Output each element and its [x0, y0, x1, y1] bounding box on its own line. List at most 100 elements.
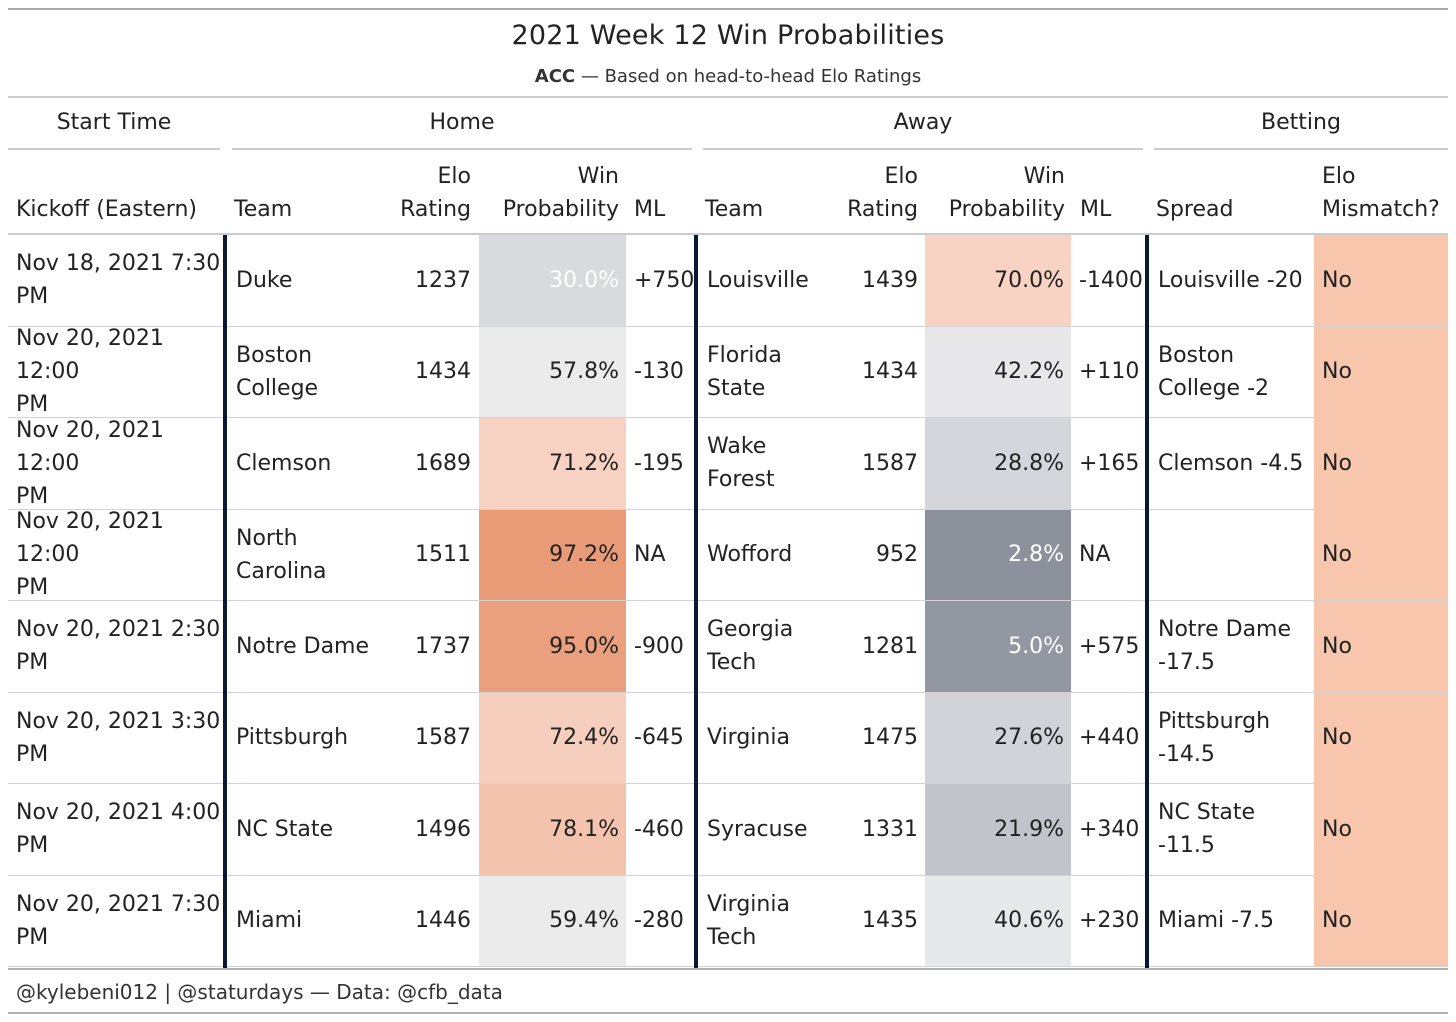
- cell-away-ml: NA: [1079, 510, 1149, 601]
- divider-bar-away: [694, 235, 698, 968]
- cell-away-elo: 1439: [836, 235, 918, 326]
- cell-away-ml-text: +230: [1079, 908, 1140, 934]
- cell-home-team-line: Boston: [236, 342, 313, 368]
- cell-home-team-text: Miami: [236, 904, 302, 937]
- cell-spread-line: Miami -7.5: [1158, 908, 1275, 934]
- col-home-team: Team: [234, 197, 293, 222]
- cell-home-ml: -645: [634, 693, 694, 784]
- cell-spread-line: -14.5: [1158, 741, 1215, 767]
- cell-home-ml: +750: [634, 235, 694, 326]
- cell-home-wp-text: 95.0%: [549, 633, 619, 659]
- table-row: Nov 20, 2021 7:30 PM Miami 1446 59.4% -280 Vir…: [8, 875, 1448, 967]
- cell-kickoff-text: Nov 20, 2021 12:00 PM: [16, 322, 221, 421]
- cell-home-elo-text: 1434: [415, 359, 471, 385]
- cell-home-team-text: Duke: [236, 264, 292, 297]
- cell-home-ml: NA: [634, 510, 694, 601]
- header-rule: [8, 233, 1448, 235]
- cell-away-team-text: Syracuse: [707, 813, 808, 846]
- cell-kickoff-text: Nov 20, 2021 2:30 PM: [16, 613, 220, 679]
- cell-home-wp: 95.0%: [479, 601, 626, 692]
- cell-kickoff-line: PM: [16, 284, 49, 310]
- cell-home-team-line: Duke: [236, 267, 293, 293]
- cell-spread-text: NC State -11.5: [1158, 796, 1255, 862]
- cell-mismatch: No: [1314, 509, 1448, 600]
- table-row: Nov 20, 2021 12:00 PM Clemson 1689 71.2% -195…: [8, 418, 1448, 510]
- cell-home-elo-text: 1689: [415, 450, 471, 476]
- cell-home-team-text: North Carolina: [236, 522, 327, 588]
- cell-home-ml-text: NA: [634, 542, 666, 568]
- cell-away-team-line: Tech: [707, 924, 757, 950]
- cell-away-elo-text: 1331: [862, 816, 918, 842]
- cell-away-wp: 2.8%: [925, 509, 1071, 600]
- cell-home-team: NC State: [236, 784, 376, 875]
- cell-away-team-line: Wake: [707, 434, 767, 460]
- cell-away-team-text: Louisville: [707, 264, 809, 297]
- table-row: Nov 20, 2021 12:00 PM North Carolina 1511 97.…: [8, 509, 1448, 601]
- table-row: Nov 18, 2021 7:30 PM Duke 1237 30.0% +750 Loui…: [8, 235, 1448, 327]
- cell-home-team-text: Clemson: [236, 447, 331, 480]
- col-mismatch: Elo Mismatch?: [1322, 160, 1440, 226]
- cell-kickoff-line: Nov 20, 2021 12:00: [16, 326, 164, 385]
- spanner-start-time: Start Time: [56, 110, 172, 135]
- cell-away-elo-text: 1435: [862, 908, 918, 934]
- cell-mismatch: No: [1314, 326, 1448, 417]
- cell-home-ml-text: +750: [634, 267, 695, 293]
- cell-mismatch: No: [1314, 784, 1448, 875]
- cell-away-team-text: Georgia Tech: [707, 613, 793, 679]
- col-home-elo: Elo Rating: [380, 160, 471, 226]
- col-away-wp-line2: Probability: [948, 197, 1065, 222]
- cell-home-team-text: Boston College: [236, 339, 318, 405]
- cell-kickoff-line: PM: [16, 575, 49, 601]
- cell-away-team-line: Virginia: [707, 891, 790, 917]
- cell-home-team-text: Notre Dame: [236, 630, 369, 663]
- cell-home-wp-text: 30.0%: [549, 267, 619, 293]
- cell-kickoff-text: Nov 18, 2021 7:30 PM: [16, 247, 220, 313]
- cell-home-elo: 1689: [388, 418, 471, 509]
- cell-mismatch-text: No: [1322, 908, 1352, 934]
- cell-away-elo: 1435: [836, 876, 918, 967]
- col-kickoff: Kickoff (Eastern): [16, 197, 197, 222]
- table-row: Nov 20, 2021 2:30 PM Notre Dame 1737 95.0% -9…: [8, 601, 1448, 693]
- cell-home-elo-text: 1237: [415, 267, 471, 293]
- cell-home-elo: 1587: [388, 693, 471, 784]
- cell-away-elo: 1331: [836, 784, 918, 875]
- col-away-ml: ML: [1080, 197, 1112, 222]
- cell-home-team-line: Notre Dame: [236, 633, 370, 659]
- spanner-home: Home: [429, 110, 495, 135]
- cell-spread-line: College -2: [1158, 375, 1270, 401]
- cell-home-team: Notre Dame: [236, 601, 376, 692]
- cell-away-team-line: Virginia: [707, 725, 790, 751]
- cell-home-wp-text: 97.2%: [549, 542, 619, 568]
- cell-home-team: North Carolina: [236, 510, 376, 601]
- cell-home-wp: 59.4%: [479, 875, 626, 966]
- table-row: Nov 20, 2021 12:00 PM Boston College 1434 57.…: [8, 326, 1448, 418]
- cell-spread-text: Clemson -4.5: [1158, 447, 1303, 480]
- cell-home-elo: 1737: [388, 601, 471, 692]
- cell-home-elo: 1511: [388, 510, 471, 601]
- cell-away-wp: 42.2%: [925, 326, 1071, 417]
- cell-away-wp-text: 2.8%: [1008, 542, 1064, 568]
- cell-home-elo-text: 1446: [415, 908, 471, 934]
- cell-home-ml-text: -645: [634, 725, 684, 751]
- cell-away-team-text: Wofford: [707, 538, 792, 571]
- cell-mismatch: No: [1314, 418, 1448, 509]
- cell-mismatch-text: No: [1322, 725, 1352, 751]
- cell-away-wp: 21.9%: [925, 784, 1071, 875]
- cell-spread-line: Louisville -20: [1158, 267, 1303, 293]
- col-home-elo-line2: Rating: [400, 197, 471, 222]
- cell-home-wp: 78.1%: [479, 784, 626, 875]
- cell-away-wp-text: 21.9%: [994, 816, 1064, 842]
- cell-away-ml: +110: [1079, 327, 1149, 418]
- cell-home-wp-text: 59.4%: [549, 908, 619, 934]
- cell-away-elo-text: 952: [876, 542, 918, 568]
- cell-away-ml-text: +440: [1079, 725, 1140, 751]
- cell-spread-line: Pittsburgh: [1158, 708, 1271, 734]
- cell-away-team-line: Forest: [707, 467, 775, 493]
- cell-away-elo-text: 1439: [862, 267, 918, 293]
- cell-away-wp-text: 28.8%: [994, 450, 1064, 476]
- cell-spread-line: -11.5: [1158, 833, 1215, 859]
- cell-home-team: Pittsburgh: [236, 693, 376, 784]
- cell-spread-line: Boston: [1158, 342, 1235, 368]
- col-mismatch-line1: Elo: [1322, 164, 1356, 189]
- cell-home-wp: 57.8%: [479, 326, 626, 417]
